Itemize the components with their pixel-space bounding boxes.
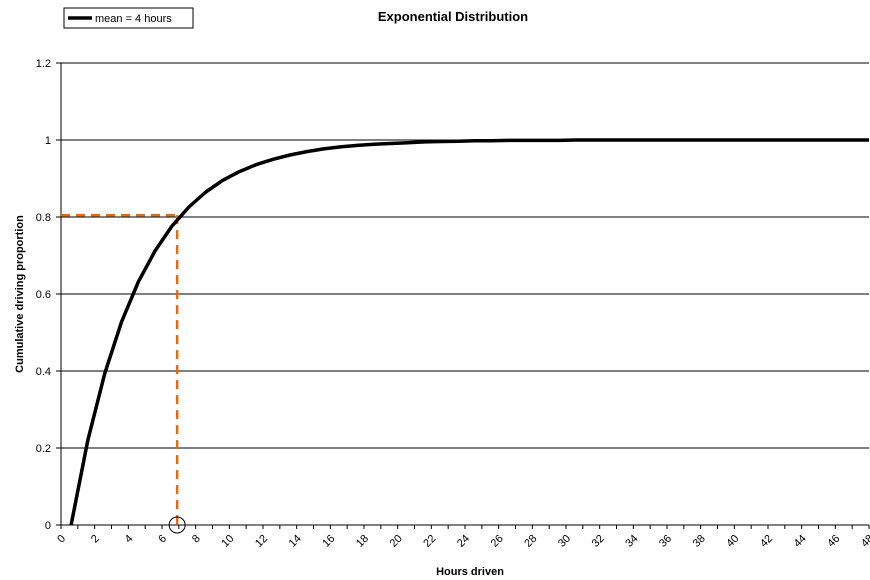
- gridlines: [61, 62, 869, 449]
- axes: [56, 62, 870, 529]
- x-tick-label: 24: [455, 533, 472, 550]
- x-tick-label: 12: [253, 533, 270, 550]
- annotation-circle-marker: [168, 516, 186, 534]
- x-tick-label: 48: [859, 533, 870, 550]
- legend-label: mean = 4 hours: [95, 13, 172, 25]
- x-tick-label: 6: [156, 533, 169, 546]
- x-tick-label: 42: [758, 533, 775, 550]
- x-tick-label: 22: [421, 533, 438, 550]
- x-tick-label: 34: [623, 533, 640, 550]
- x-tick-label: 36: [657, 533, 674, 550]
- series: [69, 138, 869, 526]
- series-line-mean-4-hours: [69, 138, 869, 526]
- legend: mean = 4 hours: [63, 7, 194, 29]
- x-tick-label: 14: [287, 533, 304, 550]
- legend-box: [63, 7, 194, 29]
- x-tick-label: 4: [123, 533, 136, 546]
- x-tick-label: 38: [691, 533, 708, 550]
- y-tick-label: 1.2: [36, 58, 51, 70]
- y-tick-label: 0.4: [36, 366, 51, 378]
- x-ticks: 0 2 4 6 8 10 12 14 16 18 20 22 24 26 28 30 32 34 36 38 40 42 4…: [55, 533, 870, 550]
- x-tick-label: 16: [320, 533, 337, 550]
- x-tick-label: 2: [89, 533, 102, 546]
- x-tick-label: 32: [590, 533, 607, 550]
- y-tick-label: 1: [45, 135, 51, 147]
- y-tick-label: 0.8: [36, 212, 51, 224]
- y-tick-label: 0.2: [36, 443, 51, 455]
- x-tick-label: 18: [354, 533, 371, 550]
- x-tick-label: 30: [556, 533, 573, 550]
- y-axis-label: Cumulative driving proportion: [14, 215, 26, 373]
- chart-title: Exponential Distribution: [378, 9, 528, 24]
- x-tick-label: 26: [489, 533, 506, 550]
- x-tick-label: 10: [219, 533, 236, 550]
- x-axis-label: Hours driven: [436, 566, 504, 578]
- x-tick-label: 46: [825, 533, 842, 550]
- x-tick-label: 20: [388, 533, 405, 550]
- x-tick-label: 40: [724, 533, 741, 550]
- x-tick-label: 8: [190, 533, 203, 546]
- x-tick-label: 0: [55, 533, 68, 546]
- y-tick-label: 0.6: [36, 289, 51, 301]
- x-tick-label: 28: [522, 533, 539, 550]
- y-tick-label: 0: [45, 520, 51, 532]
- annotation: [61, 213, 186, 534]
- y-ticks: 0 0.2 0.4 0.6 0.8 1 1.2: [36, 58, 51, 532]
- x-tick-label: 44: [792, 533, 809, 550]
